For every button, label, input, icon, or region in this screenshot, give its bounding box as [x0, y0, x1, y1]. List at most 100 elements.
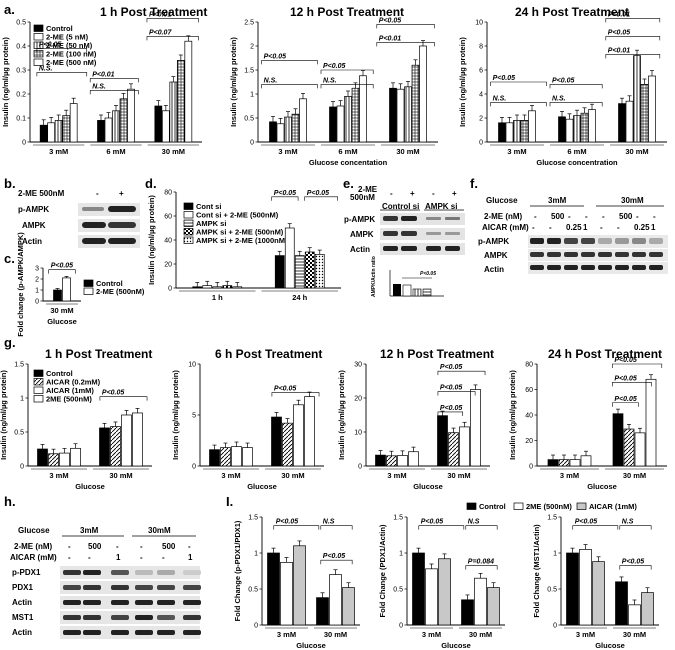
band	[530, 252, 544, 257]
sig-label: P<0.01	[608, 11, 630, 18]
band	[157, 585, 175, 590]
x-tick-label: 3 mM	[560, 471, 579, 480]
blot-e-group-control: Control si	[382, 202, 419, 211]
sig-bracket	[376, 24, 435, 29]
chart-title: 12 h Post Treatment	[290, 5, 404, 19]
y-tick-label: 6	[479, 67, 483, 74]
bar	[393, 284, 401, 296]
blot-h-row-label: MST1	[12, 613, 34, 622]
band	[135, 630, 153, 635]
bar	[580, 455, 592, 467]
bar	[592, 561, 605, 626]
blot-f-row-actin: Actin	[484, 265, 504, 274]
sig-bracket	[89, 90, 139, 95]
blot-h-2me-value: -	[140, 542, 143, 551]
y-tick-label: 0	[35, 298, 39, 305]
blot-b-header: 2-ME 500nM	[18, 189, 65, 198]
x-axis-label: Glucose	[441, 641, 471, 650]
blot-b-row-ampk: AMPK	[22, 221, 46, 230]
legend-label: AMPK si	[196, 219, 226, 228]
bar	[648, 75, 656, 143]
blot-h-values: - 500 - - 500 - - - 1 - - 1	[68, 542, 193, 562]
x-tick-label: 3 mM	[49, 147, 68, 156]
bar	[291, 113, 300, 143]
chart-g2: 6 h Post Treatment 0 5 10 Insulin (ng/ml/µg …	[171, 347, 324, 491]
legend-label: 2-ME (500 nM)	[46, 58, 97, 67]
sig-bracket	[605, 36, 661, 41]
y-tick-label: 1.5	[547, 514, 557, 521]
y-tick-label: 60	[525, 387, 533, 394]
y-tick-label: 0	[529, 463, 533, 470]
sig-label: P<0.05	[274, 190, 296, 197]
panel-label-b: b.	[4, 176, 16, 191]
legend-label: AICAR (0.2mM)	[46, 378, 101, 387]
bar	[470, 389, 481, 467]
bar	[294, 255, 305, 289]
band	[183, 585, 201, 590]
y-tick-label: 0	[250, 139, 254, 146]
chart-c: 0 1 2 3 Fold change (p-AMPK/AMPK) 30 mM Glucos…	[16, 232, 81, 337]
x-tick-label: 30 mM	[162, 147, 185, 156]
blot-h-row-aicar: AICAR (mM)	[10, 553, 57, 562]
legend-swatch	[466, 502, 477, 510]
sig-label: P<0.07	[149, 29, 172, 36]
bar	[154, 105, 163, 143]
bar	[161, 110, 170, 143]
bar	[397, 455, 408, 467]
y-tick-label: 4	[479, 91, 483, 98]
blot-f-aicar-value: 1	[583, 223, 588, 232]
chart-a3: 24 h Post Treatment 0 2 4 6 8 10 Insulin (ng/ml…	[458, 5, 667, 167]
x-axis-label: Glucose	[413, 482, 443, 491]
sig-label: N.S.	[323, 77, 337, 84]
band	[547, 265, 561, 270]
blot-f-2me-value: -	[653, 212, 656, 221]
bar	[69, 103, 78, 143]
x-tick-label: 3 mM	[49, 471, 68, 480]
y-tick-label: 0	[192, 463, 196, 470]
bar	[351, 87, 360, 143]
chart-i1: 0 0.5 1 1.5 Fold Change (p-PDX1/PDX1) 3 mM 30 …	[233, 514, 360, 650]
chart-d: 0 20 40 60 80 Insulin (ng/ml/µg protein) 1 h 24…	[147, 189, 341, 302]
bar	[276, 123, 285, 143]
band	[615, 252, 629, 257]
legend-label: 2ME (500nM)	[526, 502, 572, 511]
blot-e-group-ampk: AMPK si	[425, 202, 457, 211]
sig-label: P<0.05	[276, 519, 298, 526]
band	[183, 615, 201, 620]
bar	[336, 105, 345, 143]
bar	[202, 285, 213, 289]
blot-f-row-aicar: AICAR (mM)	[482, 223, 529, 232]
y-tick-label: 1	[553, 550, 557, 557]
blot-e-row-ampk: AMPK	[350, 230, 374, 239]
bar	[299, 98, 307, 143]
sig-bracket	[612, 402, 639, 407]
y-tick-label: 40	[525, 412, 533, 419]
sig-label: P<0.05	[614, 396, 636, 403]
band	[401, 246, 417, 251]
bar	[97, 120, 105, 143]
x-axis-label: Glucose concentation	[309, 158, 388, 167]
y-tick-label: 2	[479, 115, 483, 122]
chart-i2: 0 0.5 1 1.5 Fold Change (PDX1/Actin) 3 mM 30 m…	[378, 514, 505, 650]
bar	[396, 88, 405, 143]
sig-bracket	[490, 102, 547, 107]
band	[581, 265, 595, 270]
x-tick-label: 3 mM	[277, 630, 296, 639]
y-tick-label: 20	[354, 395, 362, 402]
legend-label: Cont si + 2-ME (500nM)	[196, 211, 279, 220]
y-axis-label: Fold Change (PDX1/Actin)	[378, 524, 387, 617]
band	[183, 630, 201, 635]
bar	[498, 122, 506, 143]
sig-label: N.S.	[39, 65, 53, 72]
bar	[99, 427, 110, 467]
bar	[344, 96, 352, 143]
y-tick-label: 3	[35, 265, 39, 272]
blot-h-g30: 30mM	[148, 526, 171, 535]
chart-title: 12 h Post Treatment	[380, 347, 494, 361]
x-tick-label: 30 mM	[396, 147, 419, 156]
x-axis-label: Glucose	[595, 641, 625, 650]
band	[82, 207, 104, 211]
bar	[329, 574, 342, 626]
y-tick-label: 1	[20, 395, 24, 402]
blot-h-aicar-value: -	[162, 553, 165, 562]
